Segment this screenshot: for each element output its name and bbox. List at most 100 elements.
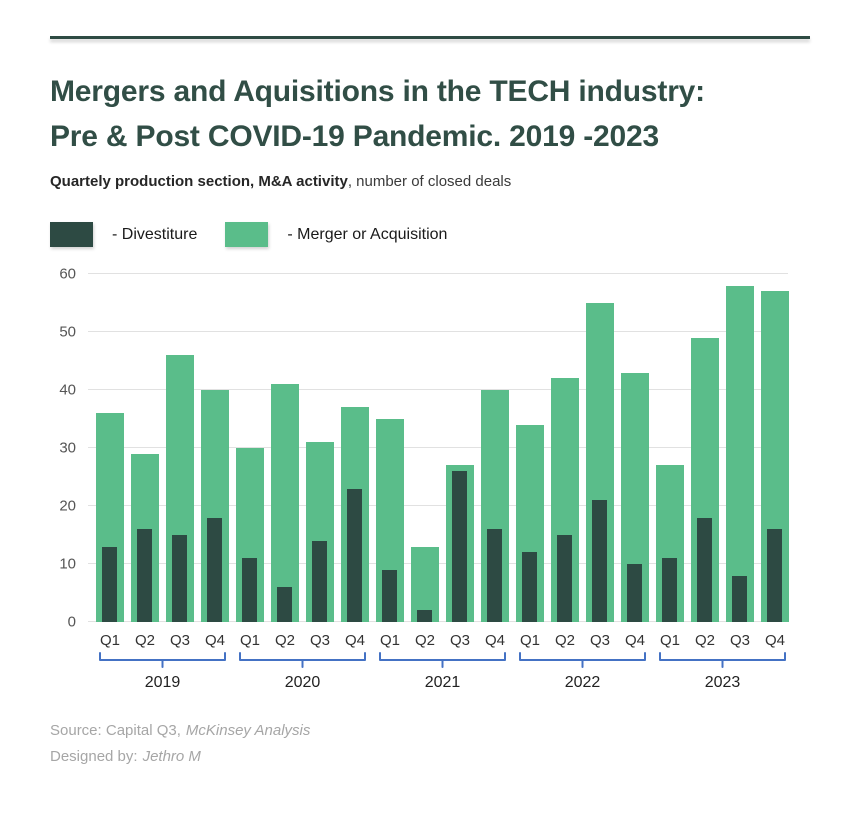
footer: Source: Capital Q3, McKinsey Analysis Des… xyxy=(50,718,810,770)
merger-or-acquisition-bar xyxy=(411,547,439,622)
divestiture-bar xyxy=(417,610,432,622)
year-bracket xyxy=(516,652,649,668)
divestiture-bar xyxy=(767,529,782,622)
divestiture-bar xyxy=(277,587,292,622)
divestiture-bar xyxy=(382,570,397,622)
merger-or-acquisition-bar xyxy=(446,465,474,622)
top-rule xyxy=(50,36,810,39)
year-label: 2019 xyxy=(144,674,181,691)
year-bracket-icon xyxy=(379,652,506,668)
bar-cell xyxy=(376,419,404,622)
bar-group-2022 xyxy=(516,303,649,622)
bar-cell xyxy=(691,338,719,622)
quarter-labels-group: Q1 Q2 Q3 Q4 xyxy=(656,632,789,649)
quarter-label: Q2 xyxy=(134,632,155,649)
merger-or-acquisition-bar xyxy=(516,425,544,622)
quarter-label: Q1 xyxy=(379,632,400,649)
bar-cell xyxy=(621,373,649,622)
x-axis: Q1 Q2 Q3 Q4 Q1 Q2 Q3 Q4 Q1 Q2 Q3 Q4 Q1 Q2 Q3 Q4 Q1 Q2 Q3 Q4… xyxy=(96,632,810,692)
divestiture-bar xyxy=(172,535,187,622)
merger-or-acquisition-bar xyxy=(586,303,614,622)
bar-cell xyxy=(201,390,229,622)
divestiture-bar xyxy=(662,558,677,622)
y-axis: 0 10 20 30 40 50 60 xyxy=(50,266,88,631)
merger-or-acquisition-bar xyxy=(656,465,684,622)
bar-cell xyxy=(236,448,264,622)
divestiture-bar xyxy=(347,489,362,622)
page-title: Mergers and Aquisitions in the TECH indu… xyxy=(50,69,810,159)
bar-group-2019 xyxy=(96,355,229,622)
bar-group-2023 xyxy=(656,286,789,622)
gridline xyxy=(88,273,788,274)
quarter-label: Q4 xyxy=(624,632,645,649)
gridline xyxy=(88,505,788,506)
bar-group-2020 xyxy=(236,384,369,622)
source-prefix: Source: Capital Q3, xyxy=(50,722,181,739)
designed-line: Designed by: Jethro M xyxy=(50,744,810,770)
year-bracket xyxy=(96,652,229,668)
bar-cell xyxy=(341,407,369,622)
bar-cell xyxy=(96,413,124,622)
year-bracket-icon xyxy=(519,652,646,668)
merger-or-acquisition-bar xyxy=(761,291,789,622)
merger-or-acquisition-bar xyxy=(271,384,299,622)
merger-or-acquisition-bar xyxy=(131,454,159,622)
gridline xyxy=(88,447,788,448)
quarter-label: Q3 xyxy=(449,632,470,649)
year-bracket xyxy=(376,652,509,668)
year-bracket-icon xyxy=(659,652,786,668)
chart: 0 10 20 30 40 50 60 Q1 Q2 Q3 Q4 Q1 Q2 Q3 Q4 Q1 Q2 Q3 Q4 Q1… xyxy=(50,266,810,692)
plot-area xyxy=(88,273,789,622)
page-title-line2: Pre & Post COVID-19 Pandemic. 2019 -2023 xyxy=(50,120,659,153)
y-axis-tick-label: 0 xyxy=(67,613,76,631)
bar-cell xyxy=(166,355,194,622)
page-subtitle: Quartely production section, M&A activit… xyxy=(50,173,810,190)
year-labels-row: 2019 2020 2021 2022 2023 xyxy=(96,674,810,692)
subtitle-rest: , number of closed deals xyxy=(347,173,512,190)
merger-or-acquisition-bar xyxy=(236,448,264,622)
year-label: 2022 xyxy=(564,674,601,691)
y-axis-tick-label: 60 xyxy=(59,265,76,283)
source-italic: McKinsey Analysis xyxy=(185,722,311,739)
quarter-label: Q1 xyxy=(659,632,680,649)
bar-cell xyxy=(551,378,579,622)
legend-swatch xyxy=(50,222,93,247)
merger-or-acquisition-bar xyxy=(481,390,509,622)
divestiture-bar xyxy=(487,529,502,622)
bar-group-2021 xyxy=(376,390,509,622)
quarter-labels-group: Q1 Q2 Q3 Q4 xyxy=(96,632,229,649)
merger-or-acquisition-bar xyxy=(726,286,754,622)
year-bracket xyxy=(656,652,789,668)
quarter-label: Q3 xyxy=(589,632,610,649)
divestiture-bar xyxy=(242,558,257,622)
quarter-label: Q4 xyxy=(484,632,505,649)
quarter-labels-group: Q1 Q2 Q3 Q4 xyxy=(376,632,509,649)
subtitle-bold: Quartely production section, M&A activit… xyxy=(50,173,348,190)
designed-italic: Jethro M xyxy=(142,748,201,765)
year-label: 2021 xyxy=(424,674,461,691)
bar-cell xyxy=(481,390,509,622)
quarter-label: Q4 xyxy=(764,632,785,649)
merger-or-acquisition-bar xyxy=(341,407,369,622)
quarter-label: Q4 xyxy=(204,632,225,649)
designed-prefix: Designed by: xyxy=(50,748,138,765)
merger-or-acquisition-bar xyxy=(691,338,719,622)
year-bracket-icon xyxy=(99,652,226,668)
bar-cell xyxy=(271,384,299,622)
year-label: 2023 xyxy=(704,674,741,691)
bar-cell xyxy=(446,465,474,622)
divestiture-bar xyxy=(697,518,712,622)
divestiture-bar xyxy=(452,471,467,622)
bar-cell xyxy=(306,442,334,622)
legend-swatch xyxy=(225,222,269,247)
quarter-label: Q2 xyxy=(554,632,575,649)
y-axis-tick-label: 20 xyxy=(59,497,76,515)
divestiture-bar xyxy=(312,541,327,622)
year-bracket xyxy=(236,652,369,668)
chart-legend: - Divestiture - Merger or Acquisition xyxy=(50,222,810,247)
quarter-labels-group: Q1 Q2 Q3 Q4 xyxy=(236,632,369,649)
bar-cell xyxy=(726,286,754,622)
bar-cell xyxy=(656,465,684,622)
legend-label: - Merger or Acquisition xyxy=(287,225,448,243)
